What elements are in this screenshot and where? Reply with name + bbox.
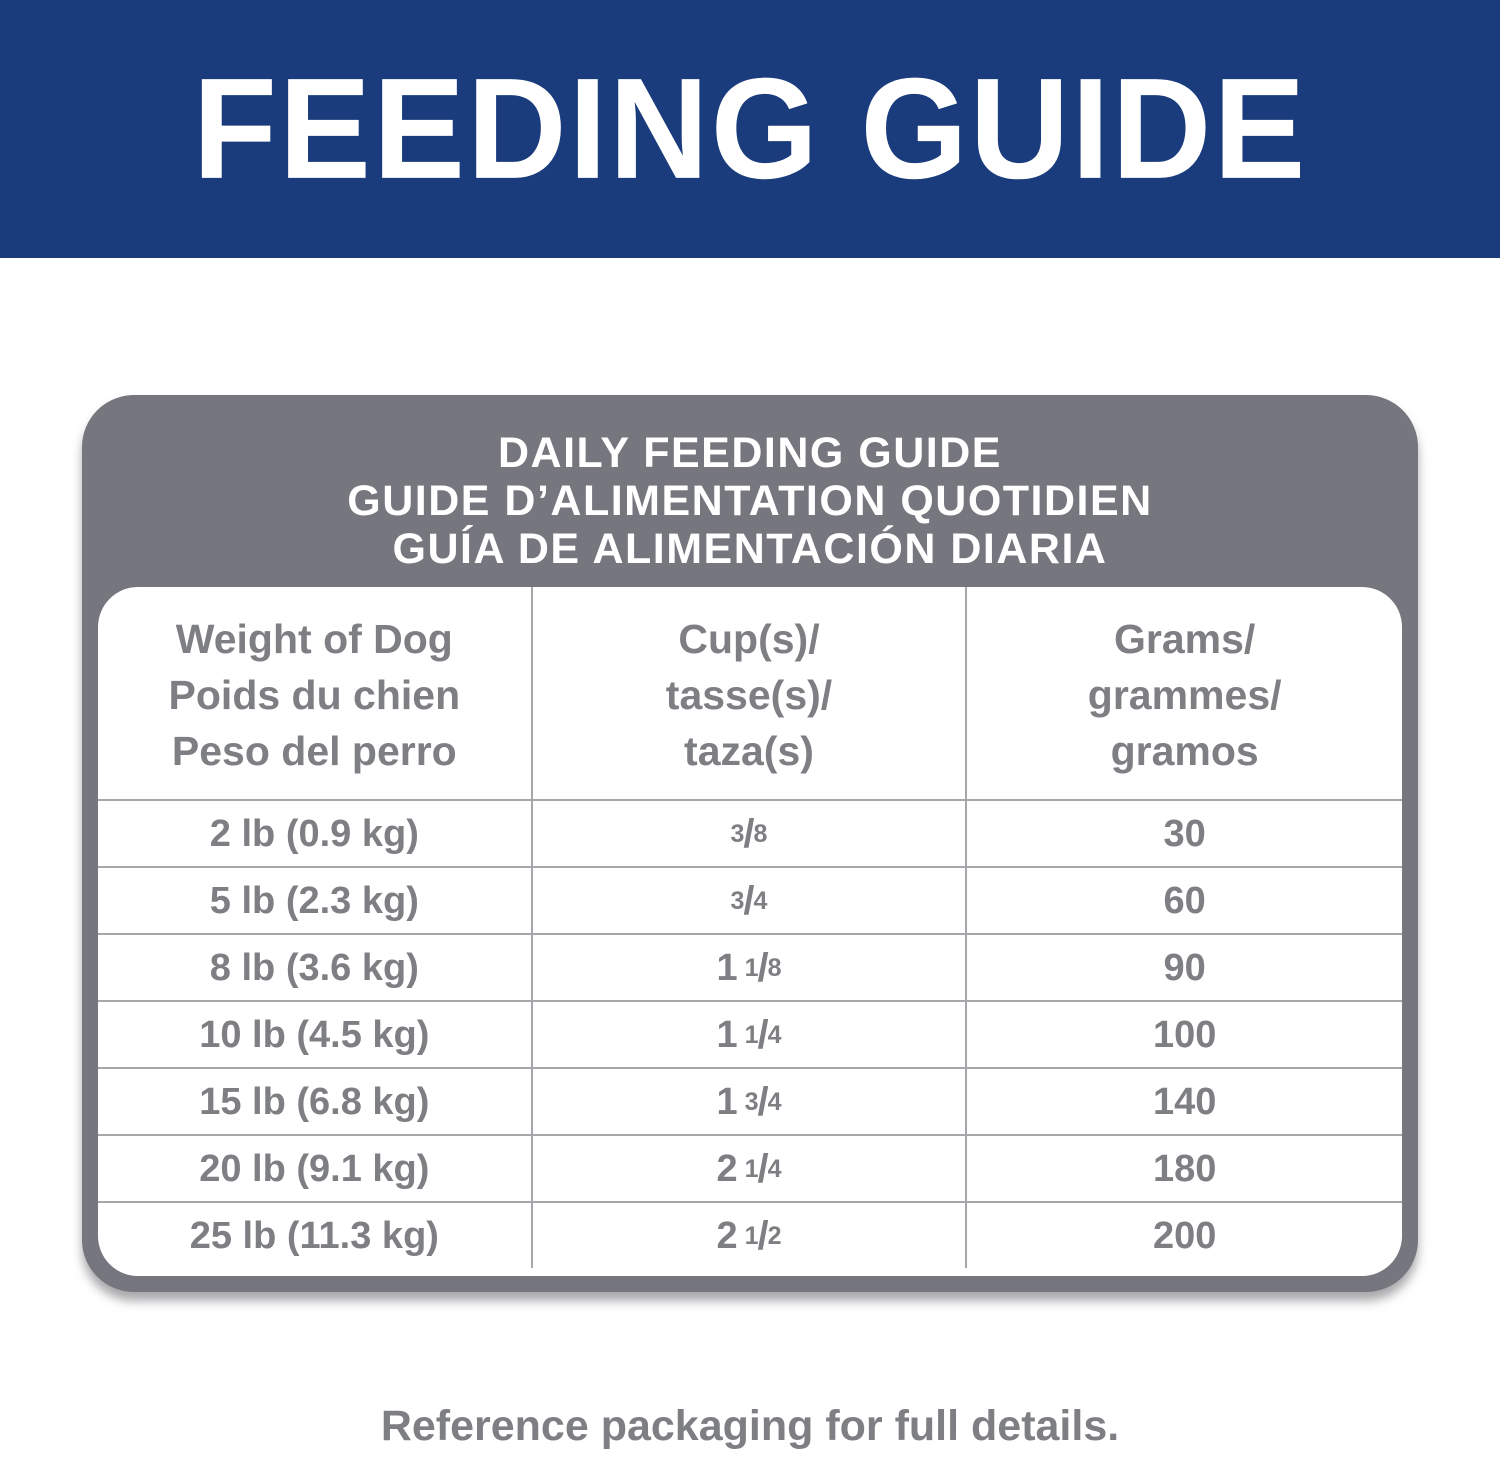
cups-whole-number: 1 (716, 1013, 738, 1056)
column-header-grams-es: gramos (1110, 728, 1259, 774)
grams-cell: 30 (1163, 812, 1206, 855)
column-header-cups: Cup(s)/ tasse(s)/ taza(s) (533, 587, 968, 799)
column-header-weight: Weight of Dog Poids du chien Peso del pe… (98, 587, 533, 799)
table-row: 15 lb (6.8 kg) 1 3/4 140 (98, 1067, 1402, 1134)
card-title-line-english: DAILY FEEDING GUIDE (498, 429, 1002, 477)
column-header-grams-fr: grammes/ (1087, 672, 1282, 718)
cups-cell: 2 1/2 (533, 1203, 968, 1268)
table-row: 5 lb (2.3 kg) 3/4 60 (98, 866, 1402, 933)
column-header-weight-fr: Poids du chien (168, 672, 461, 718)
cups-whole-number: 1 (716, 1080, 738, 1123)
weight-cell: 5 lb (2.3 kg) (98, 868, 533, 933)
weight-cell: 25 lb (11.3 kg) (98, 1203, 533, 1268)
weight-cell: 8 lb (3.6 kg) (98, 935, 533, 1000)
cups-whole-number: 1 (716, 946, 738, 989)
cups-cell: 3/4 (533, 868, 968, 933)
footer-note: Reference packaging for full details. (380, 1402, 1120, 1450)
card-title-line-french: GUIDE D’ALIMENTATION QUOTIDIEN (347, 477, 1153, 525)
cups-fraction-slash: / (743, 878, 755, 923)
banner-title: FEEDING GUIDE (192, 48, 1308, 210)
cups-fraction-slash: / (757, 1012, 769, 1057)
grams-cell: 90 (1163, 946, 1206, 989)
grams-cell: 180 (1152, 1147, 1217, 1190)
grams-cell: 100 (1152, 1013, 1217, 1056)
grams-cell: 200 (1152, 1214, 1217, 1257)
table-row: 25 lb (11.3 kg) 2 1/2 200 (98, 1201, 1402, 1268)
cups-whole-number: 2 (716, 1147, 738, 1190)
weight-cell: 10 lb (4.5 kg) (98, 1002, 533, 1067)
grams-cell: 60 (1163, 879, 1206, 922)
table-column-headers: Weight of Dog Poids du chien Peso del pe… (98, 587, 1402, 799)
table-row: 8 lb (3.6 kg) 1 1/8 90 (98, 933, 1402, 1000)
cups-fraction-slash: / (757, 1213, 769, 1258)
column-header-weight-en: Weight of Dog (175, 616, 453, 662)
cups-cell: 2 1/4 (533, 1136, 968, 1201)
cups-fraction-slash: / (757, 1146, 769, 1191)
table-row: 10 lb (4.5 kg) 1 1/4 100 (98, 1000, 1402, 1067)
feeding-table: Weight of Dog Poids du chien Peso del pe… (98, 587, 1402, 1276)
weight-cell: 15 lb (6.8 kg) (98, 1069, 533, 1134)
card-title: DAILY FEEDING GUIDE GUIDE D’ALIMENTATION… (98, 395, 1402, 587)
feeding-guide-banner: FEEDING GUIDE (0, 0, 1500, 258)
cups-cell: 1 3/4 (533, 1069, 968, 1134)
card-title-line-spanish: GUÍA DE ALIMENTACIÓN DIARIA (392, 525, 1108, 573)
weight-cell: 2 lb (0.9 kg) (98, 801, 533, 866)
cups-cell: 1 1/8 (533, 935, 968, 1000)
cups-fraction-slash: / (757, 1079, 769, 1124)
column-header-grams-en: Grams/ (1114, 616, 1256, 662)
column-header-cups-en: Cup(s)/ (678, 616, 820, 662)
cups-fraction-slash: / (757, 945, 769, 990)
column-header-cups-fr: tasse(s)/ (665, 672, 833, 718)
daily-feeding-guide-card: DAILY FEEDING GUIDE GUIDE D’ALIMENTATION… (82, 395, 1418, 1292)
cups-cell: 1 1/4 (533, 1002, 968, 1067)
column-header-weight-es: Peso del perro (171, 728, 457, 774)
weight-cell: 20 lb (9.1 kg) (98, 1136, 533, 1201)
cups-whole-number: 2 (716, 1214, 738, 1257)
column-header-cups-es: taza(s) (684, 728, 814, 774)
table-body: 2 lb (0.9 kg) 3/8 30 5 lb (2.3 kg) 3/4 60 8 lb… (98, 799, 1402, 1268)
table-row: 2 lb (0.9 kg) 3/8 30 (98, 799, 1402, 866)
cups-fraction-slash: / (743, 811, 755, 856)
grams-cell: 140 (1152, 1080, 1217, 1123)
cups-cell: 3/8 (533, 801, 968, 866)
column-header-grams: Grams/ grammes/ gramos (967, 587, 1402, 799)
table-row: 20 lb (9.1 kg) 2 1/4 180 (98, 1134, 1402, 1201)
